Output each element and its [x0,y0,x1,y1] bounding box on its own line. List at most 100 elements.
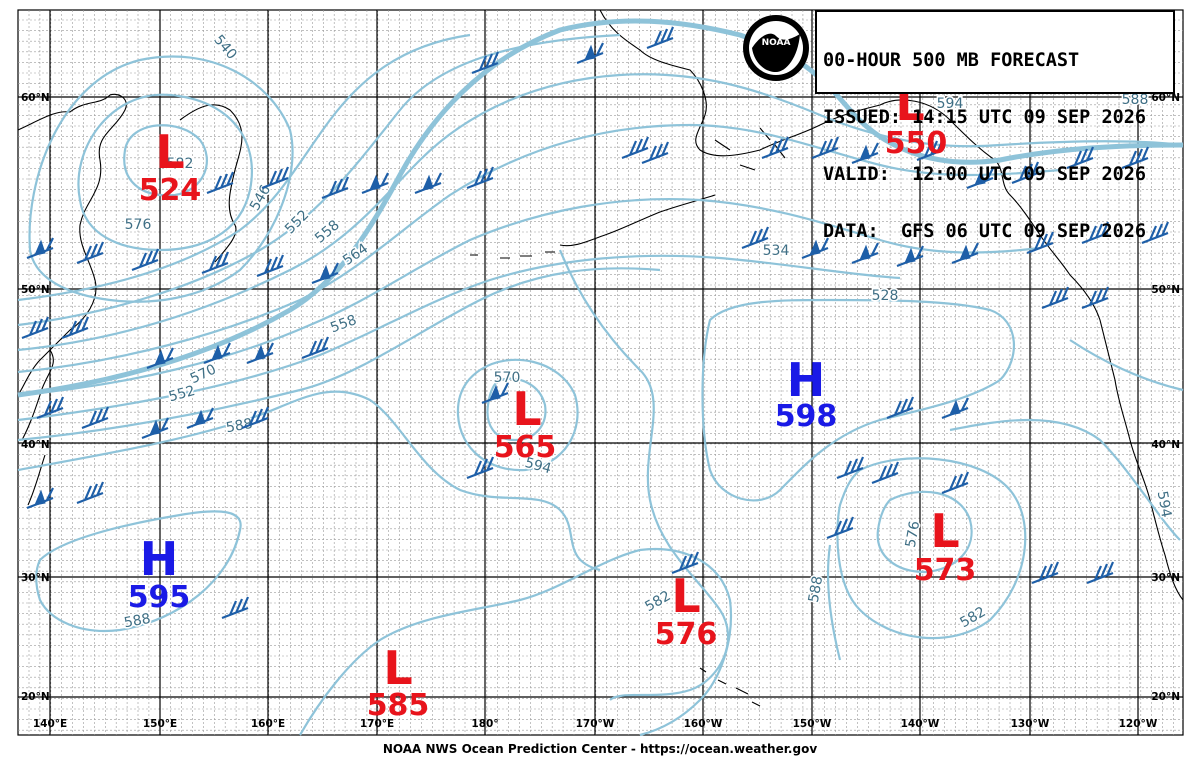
lon-label: 120°W [1119,718,1158,730]
contour-label: 588 [123,611,152,631]
contour-label: 594 [1154,490,1174,519]
lat-label-left: 40°N [21,439,50,451]
wind-barb [1081,221,1110,245]
contour-590-south [299,548,732,737]
wind-barb [1031,561,1060,585]
lon-label: 170°E [360,718,394,730]
low-value: 524 [139,173,202,208]
contour-594-north [701,298,1015,502]
contour-570 [17,197,1041,397]
wind-barb [241,406,270,430]
wind-barb [201,251,230,275]
wind-barb [246,342,274,365]
footer-credit: NOAA NWS Ocean Prediction Center - https… [382,742,818,756]
wind-barb [1086,561,1115,585]
contour-582 [17,267,1184,442]
wind-barb [1121,146,1150,170]
low-symbol: L [155,125,184,179]
wind-barb [1011,161,1040,185]
high-symbol: H [140,532,179,586]
coast-kurils-japan [21,349,54,506]
contour-label: 570 [494,370,521,386]
wind-barb [361,172,389,195]
axis-labels: 140°E 150°E 160°E 170°E 180° 170°W 160°W… [21,92,1180,730]
pressure-centers: L 524 L 550 L 565 H 598 H 595 L 573 L 57… [128,77,977,723]
low-value: 550 [885,126,948,161]
contour-594-south [35,510,242,633]
wind-barb [466,166,495,190]
wind-barb [621,136,650,160]
low-value: 565 [494,430,557,465]
wind-barb [131,248,160,272]
lat-label-left: 50°N [21,284,50,296]
wind-barb [21,316,50,340]
low-symbol: L [671,569,700,623]
wind-barb [36,396,65,420]
low-value: 573 [914,553,977,588]
logo-text: NOAA [762,38,791,48]
high-value: 598 [775,399,838,434]
wind-barb [851,142,879,165]
wind-barb [761,136,790,160]
wind-barb [1081,286,1110,310]
coast-aleutians [470,194,716,259]
contour-588-east [826,418,1181,661]
thick-contour-576 [17,18,1184,398]
lat-label-left: 30°N [21,572,50,584]
major-gridlines [18,10,1183,735]
wind-barb [851,242,879,265]
wind-barb [811,136,840,160]
map-frame [17,9,1184,736]
contour-label: 588 [806,575,826,604]
contour-label: 582 [167,156,194,172]
coast-north-america [1039,234,1184,601]
wind-barb [256,254,285,278]
wind-barb [481,382,509,405]
wind-barb [1041,286,1070,310]
header-data: DATA: GFS 06 UTC 09 SEP 2026 [823,221,1147,242]
contour-534 [77,93,253,252]
wind-barb [26,487,54,510]
wind-barb [221,596,250,620]
contour-546 [17,33,471,302]
wind-barb [146,347,174,370]
lon-label: 140°E [33,718,67,730]
contour-label: 576 [125,217,152,233]
wind-barb [941,471,970,495]
lon-label: 160°W [684,718,723,730]
lon-label: 150°E [143,718,177,730]
wind-barb [414,172,442,195]
thick-contours [17,18,1184,398]
lon-label: 180° [471,718,498,730]
coast-hawaii [699,667,761,707]
wind-barb [801,237,829,260]
wind-barb [966,167,994,190]
coast-asia-north [17,93,127,396]
contour-label: 528 [872,288,899,304]
wind-barb [141,417,169,440]
lon-label: 160°E [251,718,285,730]
contour-label: 534 [763,243,790,259]
contour-564 [17,123,1061,374]
lon-label: 170°W [576,718,615,730]
contour-540 [28,55,294,303]
wind-barb [76,241,105,265]
contour-565-mid [456,358,579,472]
wind-barb [641,141,670,165]
lat-label-right: 30°N [1151,572,1180,584]
contour-label: 594 [937,96,964,112]
wind-barb [206,171,235,195]
lat-label-right: 60°N [1151,92,1180,104]
lon-label: 150°W [793,718,832,730]
wind-barb [671,551,700,575]
header-valid: VALID: 12:00 UTC 09 SEP 2026 [823,164,1147,185]
wind-barb [471,51,500,75]
low-symbol: L [512,382,541,436]
noaa-logo: NOAA [743,15,809,81]
wind-barb [886,396,915,420]
contour-565-inner [486,377,547,442]
wind-barb [941,397,969,420]
contour-label: 588 [1122,92,1149,108]
contour-label: 594 [1154,490,1174,519]
wind-barb [466,456,495,480]
